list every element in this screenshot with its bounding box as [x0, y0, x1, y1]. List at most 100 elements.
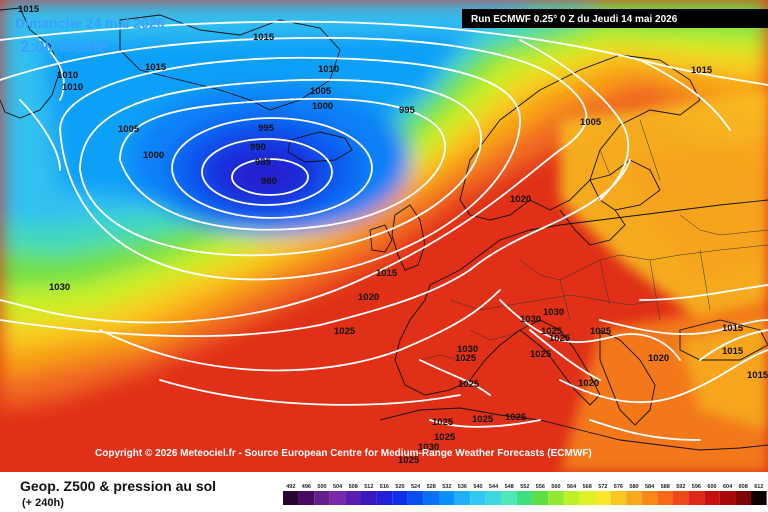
isobar-label: 1015	[376, 268, 398, 279]
scale-swatch	[563, 491, 580, 505]
scale-swatch	[376, 491, 393, 505]
scale-swatch	[517, 491, 533, 505]
scale-tick-label: 532	[442, 484, 451, 490]
scale-tick-label: 496	[302, 484, 311, 490]
isobar-label: 1030	[520, 314, 541, 325]
scale-tick-label: 604	[723, 484, 733, 490]
scale-swatch	[314, 491, 330, 505]
scale-swatch	[719, 491, 736, 505]
isobar-label: 1025	[334, 326, 356, 337]
isobar-label: 1000	[143, 150, 164, 161]
isobar-label: 1025	[455, 353, 477, 364]
scale-tick-label: 608	[739, 484, 748, 490]
scale-tick-label: 552	[520, 484, 529, 490]
scale-swatch	[657, 491, 673, 505]
isobar-label: 1015	[691, 65, 713, 76]
scale-tick-label: 576	[614, 484, 623, 490]
scale-swatch	[454, 491, 471, 505]
isobar-label: 1025	[549, 333, 571, 344]
coastlines	[0, 7, 768, 451]
isobar-label: 1025	[505, 412, 527, 423]
scale-tick-label: 500	[317, 484, 326, 490]
color-scale-ticks: 492 496 500 504 508 512 516 520 524 528 532 536 540 5…	[286, 484, 763, 490]
isobar-label: 1025	[590, 326, 612, 337]
scale-swatch	[298, 491, 315, 505]
isobars	[0, 20, 768, 441]
run-info-box	[462, 9, 768, 28]
scale-swatch	[439, 491, 455, 505]
isobar-label: 1030	[543, 307, 564, 318]
scale-tick-label: 524	[411, 484, 421, 490]
isobar-label: 1005	[580, 117, 602, 128]
color-scale-bar	[283, 491, 767, 505]
isobar-label: 1005	[118, 124, 140, 135]
scale-swatch	[688, 491, 705, 505]
scale-tick-label: 584	[645, 484, 655, 490]
isobar-label: 1015	[253, 32, 275, 43]
scale-swatch	[407, 491, 424, 505]
scale-swatch	[423, 491, 439, 505]
scale-tick-label: 504	[333, 484, 343, 490]
copyright-text: Copyright © 2026 Meteociel.fr - Source E…	[95, 448, 592, 459]
scale-swatch	[392, 491, 408, 505]
scale-swatch	[673, 491, 689, 505]
scale-swatch	[704, 491, 720, 505]
isobar-label: 1025	[432, 417, 454, 428]
scale-tick-label: 520	[395, 484, 404, 490]
isobar-label: 1005	[310, 86, 332, 97]
scale-swatch	[361, 491, 377, 505]
isobar-label: 1025	[472, 414, 494, 425]
scale-tick-label: 612	[754, 484, 763, 490]
isobar-label: 1010	[62, 82, 83, 93]
scale-tick-label: 528	[427, 484, 436, 490]
scale-tick-label: 572	[598, 484, 607, 490]
scale-tick-label: 592	[676, 484, 685, 490]
isobar-label: 1020	[358, 292, 379, 303]
isobar-label: 1015	[722, 323, 744, 334]
isobar-label: 1025	[541, 326, 563, 337]
forecast-date: Dimanche 24 mai 2026	[15, 15, 165, 31]
isobar-label: 1015	[18, 4, 40, 15]
scale-swatch	[595, 491, 611, 505]
isobar-label: 1030	[49, 282, 70, 293]
isobar-label: 980	[261, 176, 277, 187]
scale-tick-label: 600	[707, 484, 716, 490]
isobar-label: 985	[255, 157, 272, 168]
scale-tick-label: 516	[380, 484, 389, 490]
scale-swatch	[626, 491, 642, 505]
scale-tick-label: 588	[661, 484, 670, 490]
isobar-label: 1025	[530, 349, 552, 360]
scale-tick-label: 536	[458, 484, 467, 490]
isobar-label: 1025	[458, 379, 480, 390]
scale-swatch	[345, 491, 361, 505]
scale-swatch	[610, 491, 627, 505]
scale-tick-label: 568	[583, 484, 592, 490]
isobar-label: 1025	[434, 432, 456, 443]
scale-swatch	[329, 491, 346, 505]
scale-swatch	[735, 491, 751, 505]
scale-swatch	[485, 491, 502, 505]
scale-tick-label: 540	[473, 484, 482, 490]
scale-tick-label: 564	[567, 484, 577, 490]
isobar-label: 1010	[318, 64, 339, 75]
scale-swatch	[548, 491, 564, 505]
isobar-label: 1020	[648, 353, 669, 364]
scale-swatch	[641, 491, 658, 505]
isobar-label: 1030	[457, 344, 478, 355]
isobar-label: 995	[399, 105, 416, 116]
scale-tick-label: 548	[505, 484, 514, 490]
scale-tick-label: 556	[536, 484, 545, 490]
scale-swatch	[470, 491, 486, 505]
scale-tick-label: 544	[489, 484, 499, 490]
isobar-label: 1030	[418, 442, 439, 453]
scale-tick-label: 492	[286, 484, 295, 490]
run-info-text: Run ECMWF 0.25° 0 Z du Jeudi 14 mai 2026	[471, 14, 678, 25]
isobar-label: 1015	[747, 370, 768, 381]
forecast-time: 2:00 locale	[20, 37, 107, 56]
isobar-label: 990	[250, 142, 266, 153]
scale-tick-label: 560	[551, 484, 560, 490]
isobar-label: 1015	[145, 62, 167, 73]
scale-tick-label: 596	[692, 484, 701, 490]
